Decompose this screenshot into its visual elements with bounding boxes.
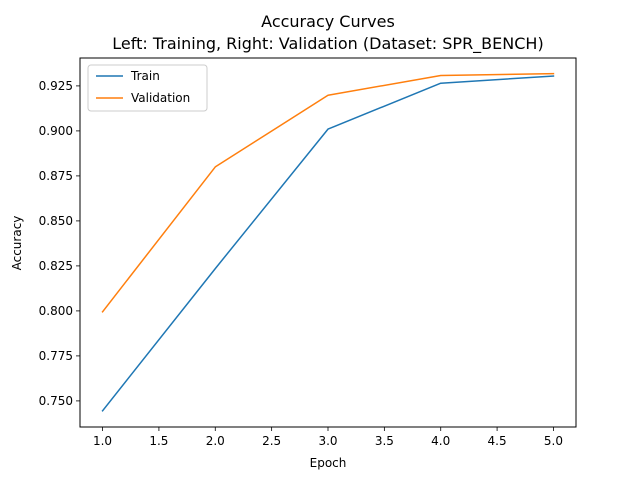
y-tick-label: 0.750 (39, 394, 73, 408)
y-tick-label: 0.800 (39, 304, 73, 318)
x-axis-label: Epoch (310, 456, 347, 470)
x-tick-label: 1.0 (93, 434, 112, 448)
legend-label-train: Train (130, 69, 160, 83)
plot-lines (101, 72, 555, 412)
x-axis-ticks: 1.0 1.5 2.0 2.5 3.0 3.5 4.0 4.5 5.0 (93, 427, 563, 448)
legend: Train Validation (87, 64, 208, 112)
x-tick-label: 4.0 (431, 434, 450, 448)
x-tick-label: 2.0 (206, 434, 225, 448)
y-tick-label: 0.775 (39, 349, 73, 363)
y-tick-label: 0.850 (39, 214, 73, 228)
chart-title-line1: Accuracy Curves (261, 12, 395, 31)
series-line-validation (101, 72, 555, 313)
y-tick-label: 0.825 (39, 259, 73, 273)
y-axis-label: Accuracy (10, 216, 24, 271)
x-tick-label: 4.5 (488, 434, 507, 448)
x-tick-label: 5.0 (544, 434, 563, 448)
y-tick-label: 0.900 (39, 124, 73, 138)
chart-title-line2: Left: Training, Right: Validation (Datas… (112, 34, 543, 54)
x-tick-label: 3.0 (318, 434, 337, 448)
x-tick-label: 2.5 (262, 434, 281, 448)
legend-label-validation: Validation (131, 91, 190, 105)
x-tick-label: 1.5 (149, 434, 168, 448)
y-tick-label: 0.925 (39, 79, 73, 93)
y-tick-label: 0.875 (39, 169, 73, 183)
y-axis-ticks: 0.750 0.775 0.800 0.825 0.850 0.875 0.900 0.925 (39, 79, 80, 408)
series-line-train (101, 75, 555, 412)
x-tick-label: 3.5 (375, 434, 394, 448)
